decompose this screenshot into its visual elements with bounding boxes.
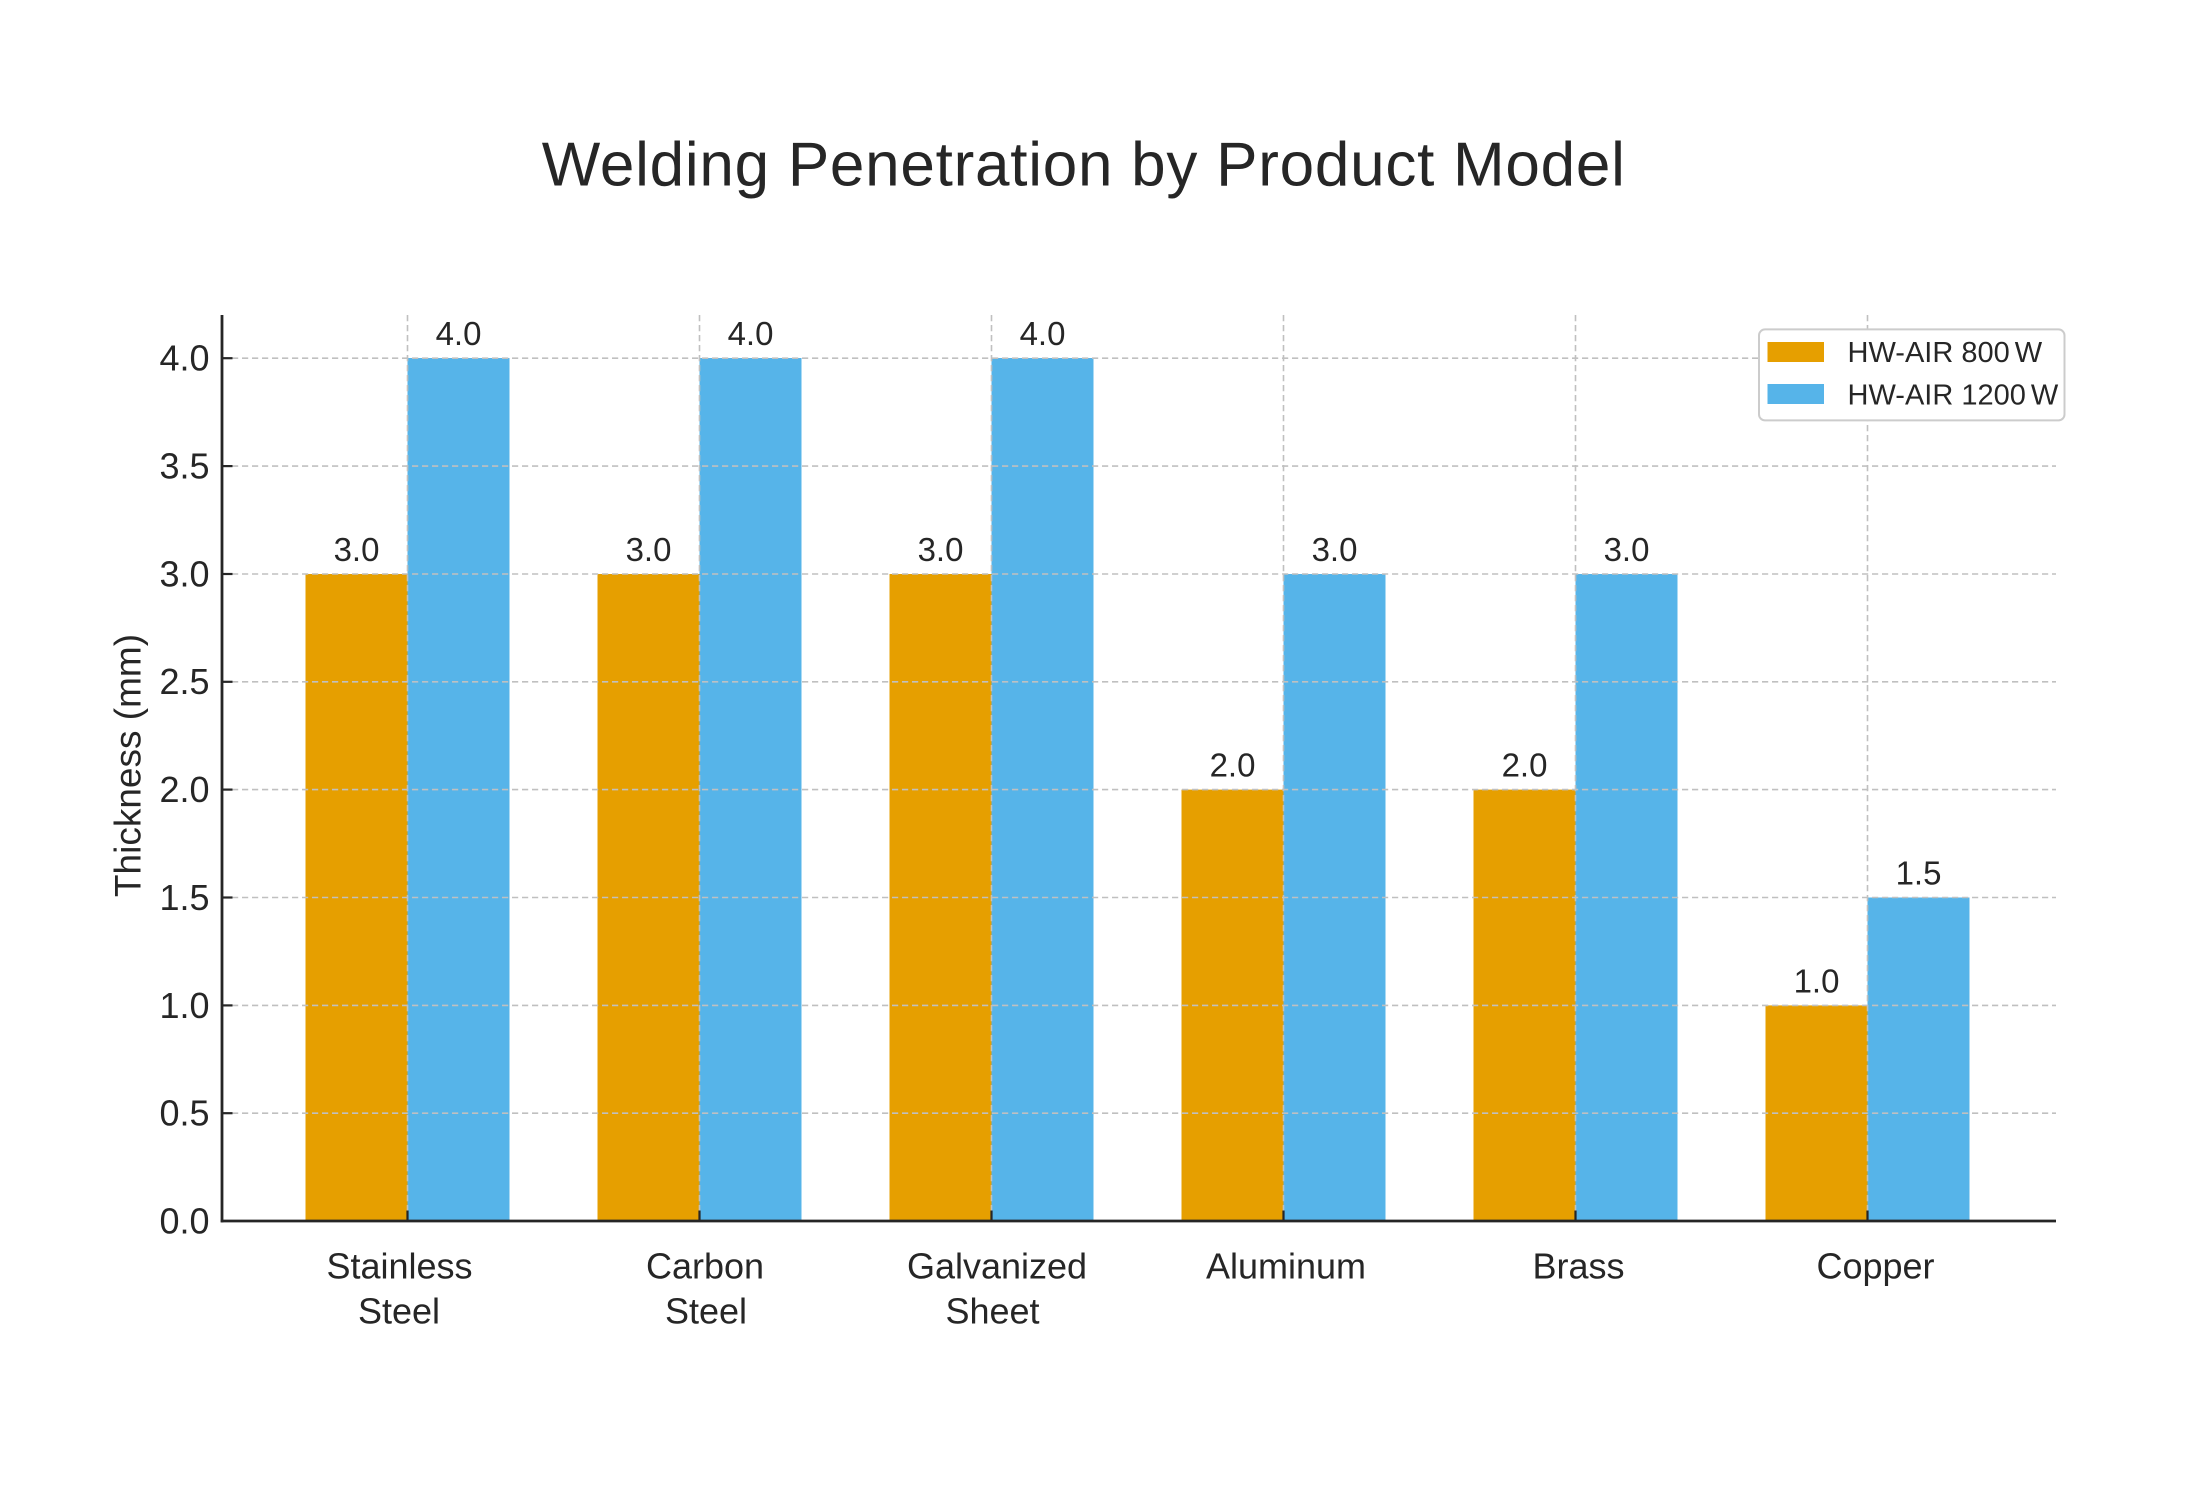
svg-text:2.0: 2.0 <box>159 769 209 810</box>
svg-text:Steel: Steel <box>358 1291 440 1332</box>
svg-text:4.0: 4.0 <box>159 338 209 379</box>
svg-text:2.0: 2.0 <box>1210 747 1256 784</box>
svg-text:Thickness (mm): Thickness (mm) <box>108 634 149 897</box>
svg-text:2.5: 2.5 <box>159 661 209 702</box>
svg-text:3.0: 3.0 <box>918 531 964 568</box>
svg-text:2.0: 2.0 <box>1502 747 1548 784</box>
svg-text:Stainless: Stainless <box>326 1246 472 1287</box>
svg-text:Welding Penetration by Product: Welding Penetration by Product Model <box>542 131 1626 200</box>
svg-text:3.0: 3.0 <box>334 531 380 568</box>
svg-text:Steel: Steel <box>665 1291 747 1332</box>
svg-text:3.0: 3.0 <box>1312 531 1358 568</box>
svg-text:0.5: 0.5 <box>159 1093 209 1134</box>
svg-text:4.0: 4.0 <box>1020 315 1066 352</box>
svg-text:3.0: 3.0 <box>626 531 672 568</box>
svg-text:Sheet: Sheet <box>945 1291 1039 1332</box>
svg-text:Carbon: Carbon <box>646 1246 764 1287</box>
svg-text:1.5: 1.5 <box>1896 855 1942 892</box>
svg-text:Galvanized: Galvanized <box>907 1246 1087 1287</box>
svg-text:3.5: 3.5 <box>159 446 209 487</box>
svg-text:1.5: 1.5 <box>159 877 209 918</box>
svg-text:1.0: 1.0 <box>159 985 209 1026</box>
svg-text:Brass: Brass <box>1532 1246 1624 1287</box>
svg-text:Aluminum: Aluminum <box>1206 1246 1366 1287</box>
svg-text:Copper: Copper <box>1816 1246 1934 1287</box>
svg-text:4.0: 4.0 <box>436 315 482 352</box>
svg-text:0.0: 0.0 <box>159 1200 209 1241</box>
svg-text:4.0: 4.0 <box>728 315 774 352</box>
svg-text:3.0: 3.0 <box>1604 531 1650 568</box>
svg-text:1.0: 1.0 <box>1794 962 1840 999</box>
svg-text:3.0: 3.0 <box>159 553 209 594</box>
